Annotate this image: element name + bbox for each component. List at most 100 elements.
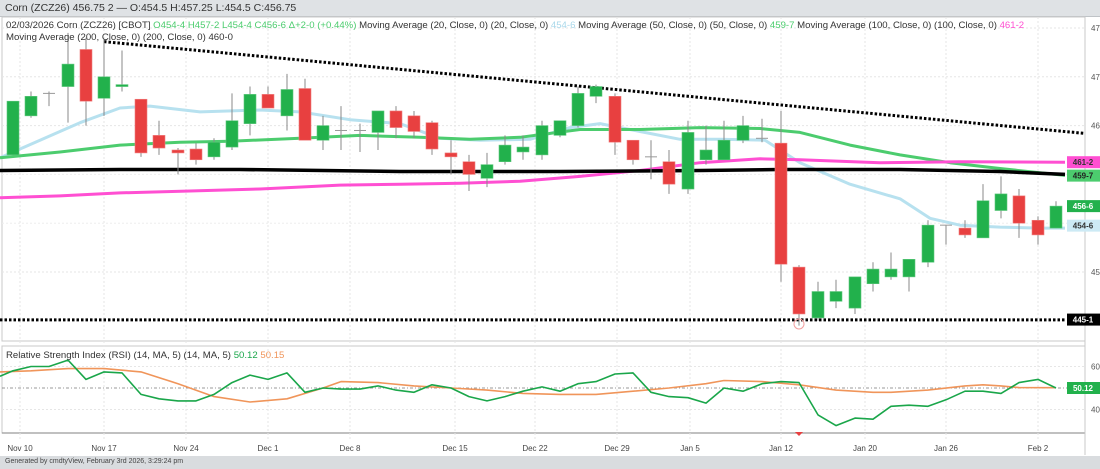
candle-down[interactable] xyxy=(389,110,403,128)
price-legend: 02/03/2026 Corn (ZCZ26) [CBOT] O454-4 H4… xyxy=(6,20,1024,31)
legend-low: L454-4 xyxy=(221,20,252,31)
rsi-line xyxy=(0,359,1057,427)
candle-down[interactable] xyxy=(152,135,166,149)
candle-up[interactable] xyxy=(829,291,843,302)
candle-down[interactable] xyxy=(958,227,972,236)
rsi-value-tag xyxy=(1067,382,1100,394)
x-tick-label: Dec 22 xyxy=(522,444,548,453)
price-tag-461-2 xyxy=(1067,156,1100,169)
candle-up[interactable] xyxy=(61,63,75,87)
x-tick-label: Nov 24 xyxy=(173,444,199,453)
candle-down[interactable] xyxy=(407,115,421,132)
ma-line-ma200 xyxy=(0,167,1066,177)
legend-ma100-value: 461-2 xyxy=(999,20,1025,31)
legend-ma100-label: Moving Average (100, Close, 0) (100, Clo… xyxy=(797,20,997,31)
candle-up[interactable] xyxy=(921,224,935,263)
price-tick-label: 465-0 xyxy=(1091,122,1100,131)
rsi-tick-label: 40.00 xyxy=(1091,406,1100,415)
candle-up[interactable] xyxy=(902,259,916,278)
candle-down[interactable] xyxy=(444,152,458,158)
candle-up[interactable] xyxy=(225,120,239,148)
candle-down[interactable] xyxy=(1031,219,1045,236)
price-tag-label: 454-6 xyxy=(1073,222,1094,231)
rsi-pane xyxy=(1,345,1086,434)
candle-down[interactable] xyxy=(298,88,312,141)
candle-down[interactable] xyxy=(171,149,185,154)
candle-up[interactable] xyxy=(480,164,494,179)
candle-up[interactable] xyxy=(994,193,1008,211)
candle-up[interactable] xyxy=(516,146,530,153)
price-tag-label: 456-6 xyxy=(1073,202,1094,211)
price-tag-445-1 xyxy=(1067,313,1100,326)
price-tag-456-6 xyxy=(1067,200,1100,213)
candle-up[interactable] xyxy=(553,120,567,136)
candle-up[interactable] xyxy=(115,84,129,87)
candle-up[interactable] xyxy=(243,94,257,124)
legend-ma20-label: Moving Average (20, Close, 0) (20, Close… xyxy=(359,20,549,31)
candle-down[interactable] xyxy=(608,96,622,143)
price-tag-label: 445-1 xyxy=(1073,316,1094,325)
candle-up[interactable] xyxy=(976,200,990,239)
candle-up[interactable] xyxy=(884,268,898,278)
candle-up[interactable] xyxy=(24,96,38,117)
legend-symbol: 02/03/2026 Corn (ZCZ26) [CBOT] xyxy=(6,20,154,31)
candle-up[interactable] xyxy=(571,93,585,126)
candle-up[interactable] xyxy=(207,141,221,158)
candle-up[interactable] xyxy=(848,276,862,309)
candle-down[interactable] xyxy=(774,142,788,265)
rsi-tick-label: 60.00 xyxy=(1091,363,1100,372)
rsi-oversold-marker-icon xyxy=(795,432,803,436)
rsi-label: Relative Strength Index (RSI) (14, MA, 5… xyxy=(6,350,232,361)
candle-up[interactable] xyxy=(316,125,330,141)
candle-down[interactable] xyxy=(189,148,203,161)
x-tick-label: Dec 1 xyxy=(258,444,279,453)
candle-down[interactable] xyxy=(462,161,476,175)
footer-generated: Generated by cmdtyView, February 3rd 202… xyxy=(5,458,184,465)
candle-down[interactable] xyxy=(662,161,676,185)
x-tick-label: Nov 10 xyxy=(7,444,33,453)
legend-ma200: Moving Average (200, Close, 0) (200, Clo… xyxy=(6,32,233,43)
x-tick-label: Jan 12 xyxy=(769,444,794,453)
x-tick-label: Dec 29 xyxy=(604,444,630,453)
candle-down[interactable] xyxy=(626,139,640,161)
legend-ma50-value: 459-7 xyxy=(769,20,795,31)
candle-down[interactable] xyxy=(79,49,93,102)
x-tick-label: Feb 2 xyxy=(1028,444,1049,453)
candle-up[interactable] xyxy=(589,86,603,97)
candle-up[interactable] xyxy=(736,125,750,141)
candle-up[interactable] xyxy=(1049,205,1063,229)
legend-close: C456-6 xyxy=(254,20,286,31)
legend-high: H457-2 xyxy=(187,20,220,31)
candle-up[interactable] xyxy=(681,132,695,190)
legend-open: O454-4 xyxy=(153,20,186,31)
low-marker-icon xyxy=(793,318,805,330)
candle-up[interactable] xyxy=(699,149,713,161)
candle-up[interactable] xyxy=(280,89,294,117)
candle-up[interactable] xyxy=(535,125,549,156)
price-tag-459-7 xyxy=(1067,169,1100,182)
price-tag-label: 459-7 xyxy=(1073,172,1094,181)
candle-down[interactable] xyxy=(134,98,148,154)
ma-line-ma100 xyxy=(0,157,1066,200)
rsi-legend: Relative Strength Index (RSI) (14, MA, 5… xyxy=(6,350,284,361)
candle-down[interactable] xyxy=(1012,195,1026,224)
ma-line-ma50 xyxy=(0,126,1066,177)
x-tick-label: Jan 26 xyxy=(934,444,959,453)
candle-down[interactable] xyxy=(261,94,275,109)
ma-line-ma20 xyxy=(0,104,1065,230)
legend-change: Δ+2-0 (+0.44%) xyxy=(288,20,357,31)
x-tick-label: Dec 8 xyxy=(340,444,361,453)
candle-up[interactable] xyxy=(811,291,825,319)
candle-up[interactable] xyxy=(371,110,385,133)
legend-ma50-label: Moving Average (50, Close, 0) (50, Close… xyxy=(578,20,768,31)
candle-down[interactable] xyxy=(792,266,806,315)
candle-down[interactable] xyxy=(425,122,439,150)
candle-up[interactable] xyxy=(866,268,880,285)
candle-up[interactable] xyxy=(498,144,512,163)
window-title: Corn (ZCZ26) 456.75 2 — O:454.5 H:457.25… xyxy=(0,0,1100,16)
rsi-ma-value: 50.15 xyxy=(260,350,285,361)
candle-up[interactable] xyxy=(717,139,731,161)
candle-up[interactable] xyxy=(6,100,20,156)
candle-up[interactable] xyxy=(97,76,111,99)
